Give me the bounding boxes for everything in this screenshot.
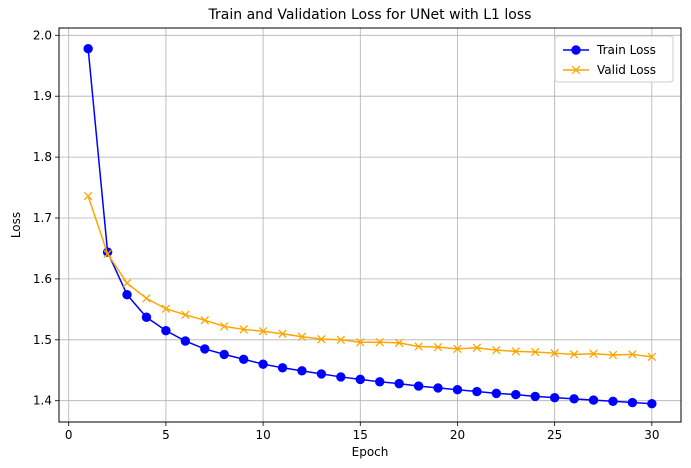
y-axis-label: Loss bbox=[9, 212, 23, 238]
train-loss-point bbox=[472, 386, 482, 397]
train-loss-point bbox=[608, 396, 618, 406]
x-tick-label: 30 bbox=[644, 428, 659, 442]
train-loss-point bbox=[316, 369, 327, 379]
legend-item-valid-loss: Valid Loss bbox=[563, 63, 656, 77]
valid-loss-point bbox=[258, 327, 268, 336]
valid-loss-point bbox=[297, 332, 307, 342]
train-loss-point bbox=[647, 399, 657, 409]
train-loss-point bbox=[122, 290, 132, 300]
valid-loss-point bbox=[142, 294, 151, 303]
legend: Train Loss Valid Loss bbox=[554, 35, 674, 83]
train-loss-point bbox=[141, 312, 152, 322]
train-loss-point bbox=[200, 344, 210, 354]
legend-item-train-loss: Train Loss bbox=[563, 43, 656, 57]
valid-loss-point bbox=[336, 335, 346, 345]
plot-frame bbox=[58, 27, 682, 423]
y-tick-label: 1.8 bbox=[33, 150, 52, 164]
valid-loss-point bbox=[122, 278, 132, 288]
train-loss-point bbox=[297, 366, 307, 376]
train-loss-point bbox=[258, 359, 268, 369]
train-loss-point bbox=[588, 395, 599, 405]
y-tick-label: 2.0 bbox=[33, 28, 52, 42]
valid-loss-point bbox=[414, 342, 423, 351]
valid-loss-point bbox=[453, 344, 462, 354]
valid-loss-point bbox=[278, 329, 287, 338]
valid-loss-point bbox=[239, 325, 248, 334]
valid-loss-point bbox=[433, 342, 443, 352]
valid-loss-point bbox=[608, 350, 618, 360]
y-tick-label: 1.7 bbox=[33, 211, 52, 225]
valid-loss-point bbox=[161, 304, 171, 313]
valid-loss-point bbox=[181, 310, 190, 320]
valid-loss-point bbox=[317, 334, 326, 344]
x-axis-label: Epoch bbox=[352, 445, 389, 459]
train-loss-point bbox=[180, 336, 191, 346]
valid-loss-point bbox=[569, 350, 579, 359]
train-loss-point bbox=[336, 372, 346, 382]
train-loss-point bbox=[219, 349, 229, 360]
train-loss-point bbox=[627, 397, 638, 408]
valid-loss-point bbox=[589, 349, 598, 359]
valid-loss-point bbox=[103, 249, 112, 259]
valid-loss-point bbox=[511, 347, 521, 356]
valid-loss-point bbox=[394, 338, 404, 348]
axis-ticks: 0 5 10 15 20 25 30 1.4 1.5 1.6 1.7 1.8 1.9 2.0 bbox=[33, 28, 660, 442]
valid-loss-point bbox=[492, 345, 501, 355]
train-loss-point bbox=[413, 381, 424, 391]
train-loss-point bbox=[83, 44, 93, 54]
y-tick-label: 1.9 bbox=[33, 89, 52, 103]
series-train-loss bbox=[83, 44, 657, 409]
legend-marker bbox=[571, 65, 581, 75]
train-loss-point bbox=[433, 383, 443, 393]
y-tick-label: 1.5 bbox=[33, 333, 52, 347]
chart-title: Train and Validation Loss for UNet with … bbox=[208, 7, 532, 23]
train-loss-point bbox=[491, 388, 502, 399]
valid-loss-point bbox=[219, 322, 229, 331]
train-loss-line bbox=[87, 48, 652, 405]
x-tick-label: 5 bbox=[162, 428, 170, 442]
y-tick-label: 1.4 bbox=[33, 394, 52, 408]
valid-loss-point bbox=[472, 343, 482, 352]
train-loss-point bbox=[161, 325, 171, 336]
plot-series bbox=[83, 44, 657, 409]
train-loss-point bbox=[452, 385, 463, 395]
train-loss-point bbox=[569, 394, 579, 404]
grid bbox=[59, 28, 681, 422]
valid-loss-point bbox=[375, 337, 384, 347]
legend-marker bbox=[571, 45, 581, 55]
valid-loss-line bbox=[87, 195, 652, 358]
valid-loss-point bbox=[200, 316, 210, 325]
x-tick-label: 20 bbox=[450, 428, 465, 442]
valid-loss-point bbox=[83, 191, 93, 201]
legend-label: Train Loss bbox=[596, 43, 656, 57]
x-tick-label: 10 bbox=[255, 428, 270, 442]
train-loss-point bbox=[511, 389, 521, 400]
valid-loss-point bbox=[530, 347, 540, 357]
y-tick-label: 1.6 bbox=[33, 272, 52, 286]
train-loss-point bbox=[530, 391, 540, 402]
legend-label: Valid Loss bbox=[597, 63, 656, 77]
valid-loss-point bbox=[356, 337, 365, 347]
series-valid-loss bbox=[83, 191, 657, 362]
train-loss-point bbox=[355, 374, 365, 385]
valid-loss-point bbox=[647, 352, 657, 362]
train-loss-point bbox=[549, 392, 560, 403]
valid-loss-point bbox=[628, 350, 637, 359]
valid-loss-point bbox=[550, 348, 559, 358]
train-loss-point bbox=[394, 378, 404, 389]
train-loss-point bbox=[238, 354, 249, 364]
train-loss-point bbox=[375, 377, 385, 387]
x-tick-label: 0 bbox=[65, 428, 73, 442]
x-tick-label: 15 bbox=[353, 428, 368, 442]
x-tick-label: 25 bbox=[547, 428, 562, 442]
train-loss-point bbox=[277, 363, 288, 373]
